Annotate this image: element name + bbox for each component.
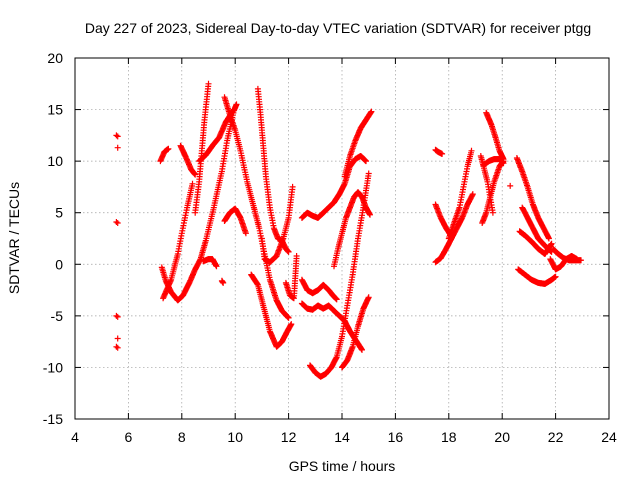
data-point	[114, 144, 121, 151]
y-tick-label: 10	[47, 153, 63, 169]
data-point	[365, 170, 372, 177]
x-tick-label: 12	[281, 429, 297, 445]
data-point	[289, 183, 296, 190]
chart-title: Day 227 of 2023, Sidereal Day-to-day VTE…	[85, 20, 591, 36]
data-point	[285, 314, 292, 321]
data-point	[359, 346, 365, 353]
data-point	[293, 253, 300, 259]
data-point	[552, 273, 559, 280]
y-tick-labels: -15 -10 -5 0 5 10 15 20	[43, 50, 63, 427]
data-point	[114, 335, 121, 342]
x-tick-label: 22	[548, 429, 564, 445]
data-point	[578, 257, 584, 264]
x-tick-label: 6	[125, 429, 133, 445]
x-axis-label: GPS time / hours	[289, 458, 396, 474]
data-point	[368, 108, 375, 115]
y-axis-label: SDTVAR / TECUs	[6, 182, 22, 294]
data-point	[189, 180, 196, 187]
data-point	[242, 230, 249, 237]
y-tick-label: 20	[47, 50, 63, 66]
x-tick-label: 18	[441, 429, 457, 445]
data-point	[367, 211, 373, 218]
y-tick-label: 15	[47, 102, 63, 118]
data-point	[205, 80, 212, 87]
data-point	[288, 321, 295, 328]
x-tick-label: 4	[71, 429, 79, 445]
data-point	[113, 312, 120, 319]
data-point	[113, 219, 120, 225]
data-point	[365, 294, 372, 301]
x-tick-label: 14	[334, 429, 350, 445]
data-point	[439, 150, 446, 157]
data-point	[469, 191, 476, 198]
y-tick-label: 0	[55, 256, 63, 272]
data-point	[489, 209, 496, 216]
data-point	[468, 147, 475, 154]
data-point	[113, 132, 120, 139]
x-tick-label: 24	[601, 429, 617, 445]
x-tick-label: 10	[227, 429, 243, 445]
y-tick-label: 5	[55, 205, 63, 221]
data-point	[545, 235, 552, 242]
data-point	[500, 156, 507, 163]
data-points	[113, 80, 584, 380]
y-tick-label: -15	[43, 411, 63, 427]
data-point	[165, 145, 172, 152]
x-tick-label: 8	[178, 429, 186, 445]
x-tick-label: 20	[494, 429, 510, 445]
data-point	[233, 101, 240, 108]
data-point	[220, 279, 227, 286]
data-point	[114, 220, 121, 226]
data-point	[507, 182, 514, 189]
axis-ticks	[74, 57, 610, 420]
data-point	[114, 313, 121, 320]
data-point	[363, 158, 369, 165]
data-point	[213, 263, 220, 270]
data-point	[285, 248, 292, 255]
data-point	[114, 344, 121, 351]
x-tick-labels: 4 6 8 10 12 14 16 18 20 22 24	[71, 429, 617, 445]
y-tick-label: -5	[51, 308, 64, 324]
y-tick-label: -10	[43, 359, 63, 375]
data-point	[548, 240, 555, 247]
data-point	[230, 106, 237, 113]
data-point	[114, 133, 121, 140]
data-point	[113, 343, 120, 350]
data-point	[333, 296, 340, 303]
x-tick-label: 16	[388, 429, 404, 445]
